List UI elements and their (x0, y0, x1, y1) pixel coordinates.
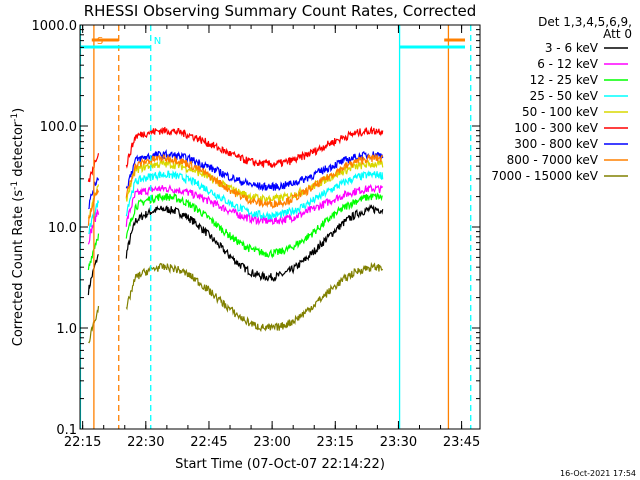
legend-label: 100 - 300 keV (514, 121, 598, 135)
series-line (125, 169, 384, 220)
detector-info-line-1: Det 1,3,4,5,6,9, (538, 15, 632, 29)
data-series-group (87, 125, 384, 344)
y-tick-label: 10.0 (48, 221, 77, 236)
legend-label: 12 - 25 keV (530, 73, 599, 87)
legend-label: 800 - 7000 keV (507, 153, 599, 167)
detector-info-line-2: Att 0 (603, 27, 632, 41)
x-axis-label: Start Time (07-Oct-07 22:14:22) (175, 457, 385, 472)
x-tick-label: 23:00 (253, 435, 290, 450)
y-tick-label: 1.0 (56, 322, 77, 337)
x-tick-label: 23:45 (443, 435, 480, 450)
y-tick-label: 100.0 (40, 120, 77, 135)
series-line (125, 204, 384, 282)
series-line (125, 152, 384, 210)
legend-label: 25 - 50 keV (530, 89, 599, 103)
x-tick-label: 23:15 (317, 435, 354, 450)
legend-label: 300 - 800 keV (514, 137, 598, 151)
timestamp: 16-Oct-2021 17:54 (560, 469, 636, 478)
legend-label: 50 - 100 keV (522, 105, 599, 119)
series-line (125, 183, 384, 227)
x-axis: 22:15 22:30 22:45 23:00 23:15 23:30 23:45 (64, 25, 480, 450)
x-tick-label: 22:15 (64, 435, 101, 450)
y-axis-label: Corrected Count Rate (s-1 detector-1) (10, 108, 26, 346)
legend-label: 3 - 6 keV (545, 41, 599, 55)
chart-title: RHESSI Observing Summary Count Rates, Co… (84, 2, 477, 20)
y-tick-label: 1000.0 (32, 19, 78, 34)
series-line (125, 192, 383, 259)
flag-label: N (154, 36, 161, 47)
series-line (125, 125, 384, 169)
y-tick-label: 0.1 (56, 423, 77, 438)
legend: 3 - 6 keV 6 - 12 keV 12 - 25 keV 25 - 50 ke… (491, 41, 628, 183)
y-axis: 1000.0 100.0 10.0 1.0 0.1 (32, 19, 480, 438)
series-line (125, 261, 384, 333)
x-tick-label: 23:30 (380, 435, 417, 450)
legend-label: 7000 - 15000 keV (491, 169, 598, 183)
legend-label: 6 - 12 keV (537, 57, 599, 71)
series-line (125, 148, 384, 192)
x-tick-label: 22:45 (190, 435, 227, 450)
x-tick-label: 22:30 (127, 435, 164, 450)
